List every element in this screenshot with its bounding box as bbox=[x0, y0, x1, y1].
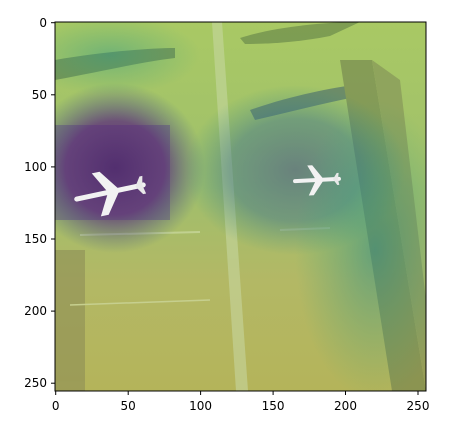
y-tick-label: 0 bbox=[39, 16, 47, 30]
y-tick-label: 250 bbox=[24, 376, 47, 390]
airplane-icon bbox=[293, 165, 341, 196]
y-axis: 0 50 100 150 200 250 bbox=[24, 16, 55, 390]
x-axis: 0 50 100 150 200 250 bbox=[52, 391, 430, 413]
image-area bbox=[55, 22, 426, 391]
airplane-icon bbox=[74, 171, 147, 217]
x-tick-label: 50 bbox=[121, 399, 136, 413]
y-tick-label: 200 bbox=[24, 304, 47, 318]
x-tick-label: 200 bbox=[334, 399, 357, 413]
y-tick-label: 100 bbox=[24, 160, 47, 174]
x-tick-label: 0 bbox=[52, 399, 60, 413]
axes-frame bbox=[54, 21, 427, 392]
x-tick-label: 250 bbox=[407, 399, 430, 413]
x-tick-label: 100 bbox=[189, 399, 212, 413]
y-tick-label: 50 bbox=[32, 88, 47, 102]
x-tick-label: 150 bbox=[262, 399, 285, 413]
y-tick-label: 150 bbox=[24, 232, 47, 246]
